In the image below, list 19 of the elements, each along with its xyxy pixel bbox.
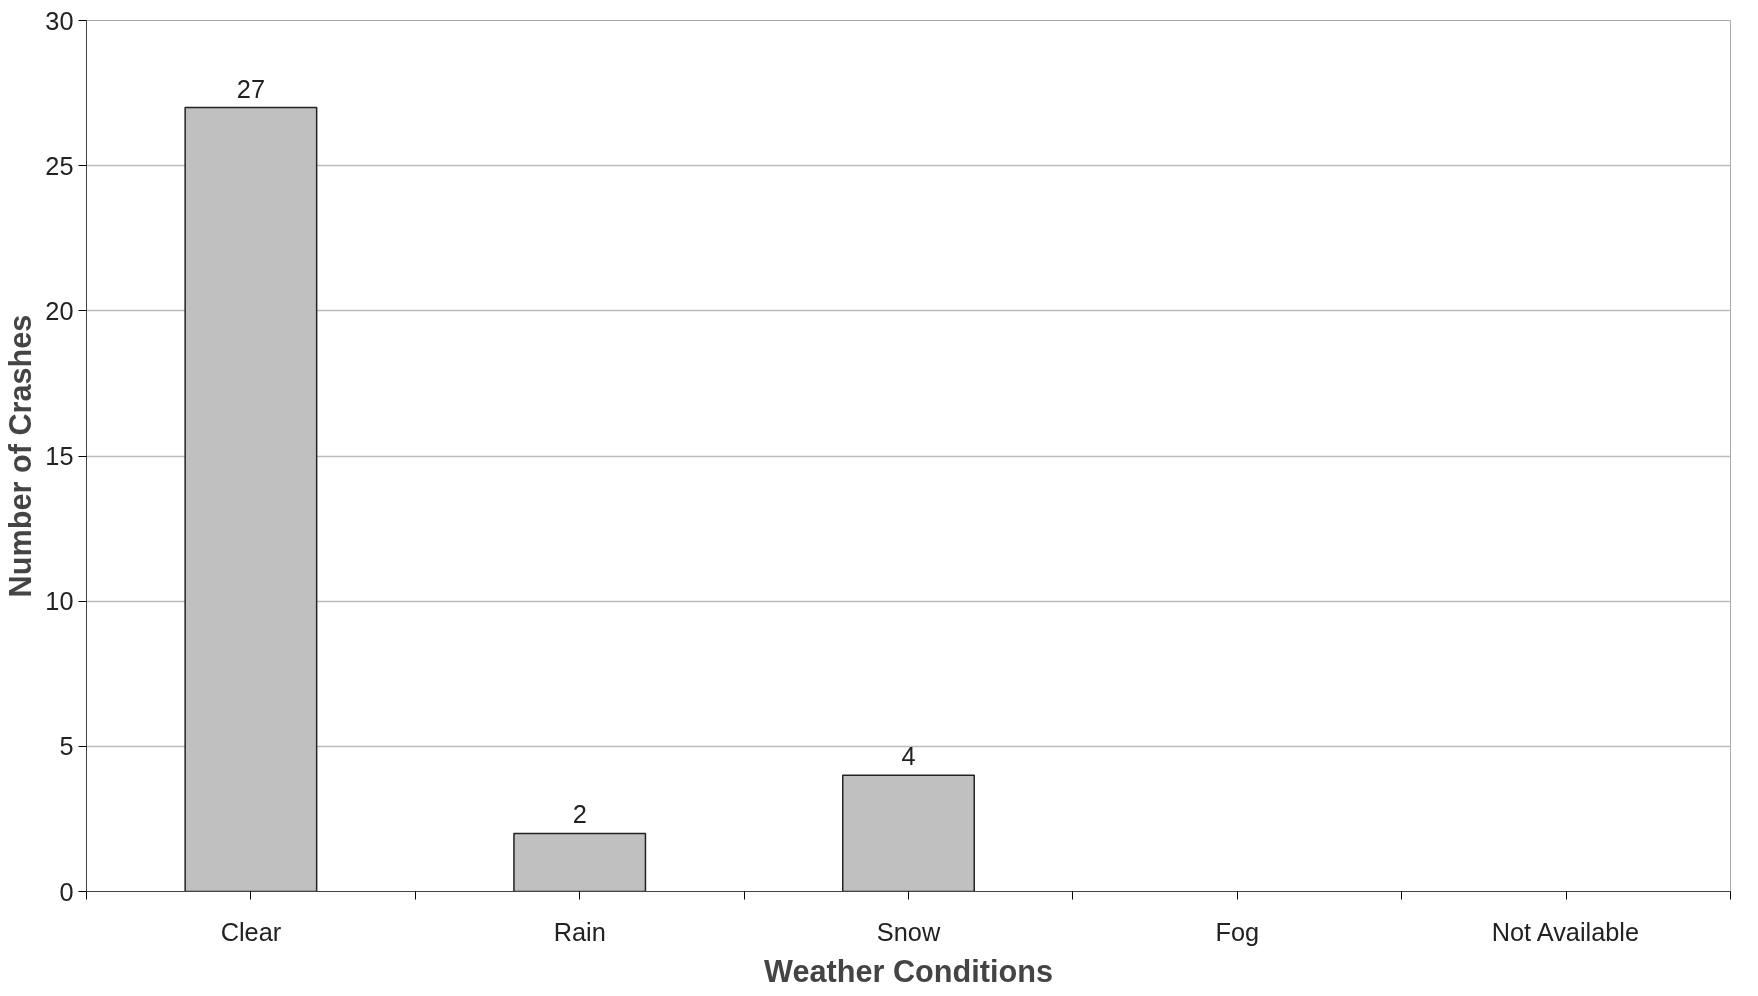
y-tick-label: 30: [45, 6, 74, 35]
y-tick-label: 15: [45, 442, 74, 470]
y-tick-label: 20: [45, 296, 74, 325]
bar: [513, 832, 647, 892]
x-tick-label: Clear: [220, 917, 282, 946]
bar: [841, 774, 976, 892]
x-tick-label: Not Available: [1491, 917, 1640, 946]
data-label: 4: [901, 742, 916, 771]
y-tick-label: 10: [45, 587, 74, 616]
y-tick-label: 5: [59, 732, 74, 761]
data-label: 2: [572, 800, 587, 829]
x-axis-title: Weather Conditions: [764, 953, 1053, 988]
data-label: 27: [236, 74, 265, 103]
x-tick-label: Rain: [553, 917, 606, 946]
y-axis-title: Number of Crashes: [3, 314, 38, 598]
y-tick-label: 0: [59, 877, 74, 906]
x-tick-label: Snow: [876, 917, 941, 946]
y-tick-label: 25: [45, 151, 74, 180]
x-tick-label: Fog: [1215, 917, 1260, 946]
